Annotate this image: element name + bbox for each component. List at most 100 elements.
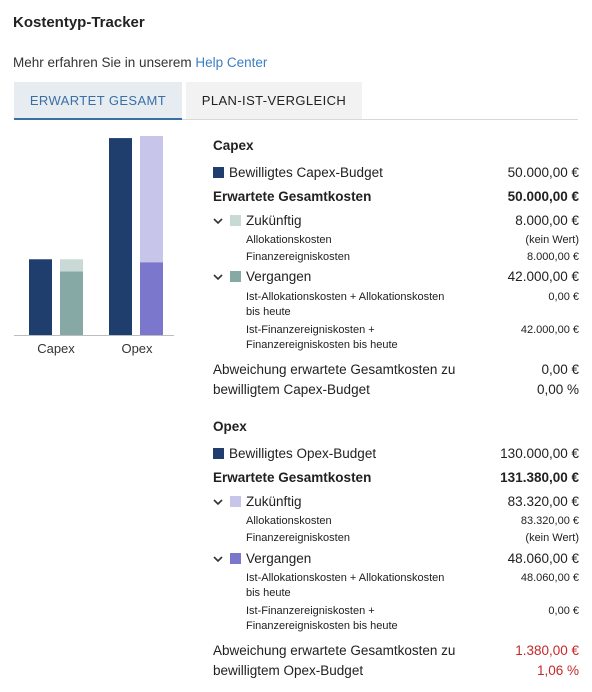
opex-past-alloc-value: 48.060,00 €	[520, 572, 579, 584]
opex-deviation-label-line2: bewilligtem Opex-Budget	[213, 663, 364, 678]
capex-future-chevron-icon[interactable]	[213, 217, 227, 228]
opex-future-swatch	[230, 496, 241, 507]
bar-opex-budget	[109, 138, 132, 335]
opex-past-fin-value: 0,00 €	[548, 605, 579, 617]
tab-erwartet-gesamt[interactable]: ERWARTET GESAMT	[14, 82, 182, 120]
tab-plan-ist-vergleich[interactable]: PLAN-IST-VERGLEICH	[186, 82, 362, 119]
capex-deviation-values: 0,00 € 0,00 %	[537, 360, 579, 400]
capex-future-fin-value: 8.000,00 €	[527, 251, 579, 263]
capex-expected-value: 50.000,00 €	[507, 189, 579, 204]
opex-future-alloc-label: Allokationskosten	[246, 515, 332, 527]
capex-past-alloc-label-line1: Ist-Allokationskosten + Allokationskoste…	[246, 291, 445, 303]
opex-past-fin-label-line2: Finanzereigniskosten bis heute	[246, 620, 398, 632]
opex-future-row: Zukünftig 83.320,00 €	[213, 494, 579, 509]
opex-past-swatch	[230, 553, 241, 564]
opex-budget-value: 130.000,00 €	[500, 446, 579, 461]
opex-past-fin-label-line1: Ist-Finanzereigniskosten +	[246, 605, 375, 617]
opex-future-fin-row: Finanzereigniskosten (kein Wert)	[213, 531, 579, 546]
bar-capex-budget	[29, 259, 52, 335]
capex-deviation-row: Abweichung erwartete Gesamtkosten zu bewi…	[213, 360, 579, 400]
opex-future-chevron-icon[interactable]	[213, 498, 227, 509]
bar-capex-future	[60, 259, 83, 272]
opex-budget-row: Bewilligtes Opex-Budget 130.000,00 €	[213, 446, 579, 461]
x-tick-label-capex: Capex	[37, 341, 75, 356]
capex-future-fin-row: Finanzereigniskosten 8.000,00 €	[213, 250, 579, 265]
opex-future-fin-value: (kein Wert)	[525, 532, 579, 544]
capex-deviation-pct: 0,00 %	[536, 382, 579, 397]
tab-bar: ERWARTET GESAMT PLAN-IST-VERGLEICH	[14, 82, 578, 120]
opex-future-value: 83.320,00 €	[507, 494, 579, 509]
capex-past-fin-label-line2: Finanzereigniskosten bis heute	[246, 339, 398, 351]
opex-future-fin-label: Finanzereigniskosten	[246, 532, 350, 544]
opex-budget-label: Bewilligtes Opex-Budget	[229, 446, 377, 461]
capex-budget-swatch	[213, 167, 224, 178]
capex-past-row: Vergangen 42.000,00 €	[213, 269, 579, 284]
opex-past-chevron-icon[interactable]	[213, 555, 227, 566]
capex-future-alloc-value: (kein Wert)	[525, 234, 579, 246]
capex-past-value: 42.000,00 €	[507, 269, 579, 284]
bar-capex-past	[60, 271, 83, 335]
capex-budget-label: Bewilligtes Capex-Budget	[229, 165, 383, 180]
help-prefix: Mehr erfahren Sie in unserem	[13, 55, 192, 70]
cost-chart: Capex Opex	[14, 120, 174, 370]
opex-past-label: Vergangen	[246, 551, 312, 566]
capex-future-alloc-label: Allokationskosten	[246, 234, 332, 246]
capex-budget-row: Bewilligtes Capex-Budget 50.000,00 €	[213, 165, 579, 180]
capex-deviation-label-line2: bewilligtem Capex-Budget	[213, 382, 370, 397]
capex-expected-row: Erwartete Gesamtkosten 50.000,00 €	[213, 189, 579, 204]
capex-past-fin-row: Ist-Finanzereigniskosten + Finanzereignis…	[213, 323, 579, 353]
opex-section-title: Opex	[213, 419, 579, 434]
bar-opex-past	[140, 262, 163, 335]
opex-budget-swatch	[213, 448, 224, 459]
capex-past-alloc-label: Ist-Allokationskosten + Allokationskoste…	[213, 290, 444, 320]
opex-past-alloc-label: Ist-Allokationskosten + Allokationskoste…	[213, 571, 444, 601]
opex-past-alloc-row: Ist-Allokationskosten + Allokationskoste…	[213, 571, 579, 601]
opex-future-label: Zukünftig	[246, 494, 302, 509]
opex-expected-label: Erwartete Gesamtkosten	[213, 470, 372, 485]
capex-future-swatch	[230, 215, 241, 226]
capex-future-value: 8.000,00 €	[515, 213, 579, 228]
opex-deviation-values: 1.380,00 € 1,06 %	[515, 641, 579, 681]
capex-past-fin-label-line1: Ist-Finanzereigniskosten +	[246, 324, 375, 336]
opex-future-alloc-value: 83.320,00 €	[520, 515, 579, 527]
opex-deviation-pct: 1,06 %	[536, 663, 579, 678]
opex-past-alloc-label-line2: bis heute	[246, 587, 291, 599]
page-title: Kostentyp-Tracker	[13, 14, 145, 31]
opex-expected-row: Erwartete Gesamtkosten 131.380,00 €	[213, 470, 579, 485]
capex-future-label: Zukünftig	[246, 213, 302, 228]
help-center-link[interactable]: Help Center	[195, 55, 268, 70]
capex-future-alloc-row: Allokationskosten (kein Wert)	[213, 233, 579, 248]
capex-past-alloc-row: Ist-Allokationskosten + Allokationskoste…	[213, 290, 579, 320]
capex-past-fin-value: 42.000,00 €	[520, 324, 579, 336]
capex-budget-value: 50.000,00 €	[507, 165, 579, 180]
opex-past-row: Vergangen 48.060,00 €	[213, 551, 579, 566]
capex-expected-label: Erwartete Gesamtkosten	[213, 189, 372, 204]
help-text: Mehr erfahren Sie in unserem Help Center	[13, 55, 267, 70]
capex-past-alloc-label-line2: bis heute	[246, 306, 291, 318]
opex-deviation-label-line1: Abweichung erwartete Gesamtkosten zu	[213, 643, 456, 658]
capex-title: Capex	[213, 138, 254, 153]
capex-section-title: Capex	[213, 138, 579, 153]
opex-deviation-value: 1.380,00 €	[515, 643, 579, 658]
bar-opex-future	[140, 136, 163, 263]
capex-past-chevron-icon[interactable]	[213, 273, 227, 284]
opex-title: Opex	[213, 419, 247, 434]
capex-future-fin-label: Finanzereigniskosten	[246, 251, 350, 263]
capex-deviation-label: Abweichung erwartete Gesamtkosten zu bewi…	[213, 360, 455, 400]
opex-past-fin-label: Ist-Finanzereigniskosten + Finanzereignis…	[213, 604, 398, 634]
capex-past-label: Vergangen	[246, 269, 312, 284]
capex-past-swatch	[230, 271, 241, 282]
capex-past-alloc-value: 0,00 €	[548, 291, 579, 303]
x-tick-label-opex: Opex	[121, 341, 153, 356]
opex-past-value: 48.060,00 €	[507, 551, 579, 566]
opex-deviation-row: Abweichung erwartete Gesamtkosten zu bewi…	[213, 641, 579, 681]
opex-expected-value: 131.380,00 €	[500, 470, 579, 485]
capex-future-row: Zukünftig 8.000,00 €	[213, 213, 579, 228]
cost-chart-svg	[14, 136, 174, 336]
opex-future-alloc-row: Allokationskosten 83.320,00 €	[213, 514, 579, 529]
capex-deviation-value: 0,00 €	[541, 362, 579, 377]
capex-past-fin-label: Ist-Finanzereigniskosten + Finanzereignis…	[213, 323, 398, 353]
opex-past-fin-row: Ist-Finanzereigniskosten + Finanzereignis…	[213, 604, 579, 634]
opex-past-alloc-label-line1: Ist-Allokationskosten + Allokationskoste…	[246, 572, 445, 584]
opex-deviation-label: Abweichung erwartete Gesamtkosten zu bewi…	[213, 641, 455, 681]
